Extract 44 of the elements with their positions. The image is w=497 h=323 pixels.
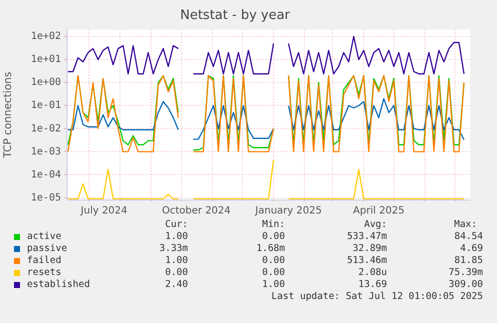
text: 1.68m: [256, 243, 285, 254]
text: 1.00: [165, 231, 188, 242]
x-tick-label: October 2024: [162, 206, 231, 217]
text: 1.00: [262, 279, 285, 290]
text: 309.00: [448, 279, 483, 290]
text: 75.39m: [448, 267, 483, 278]
y-tick-label: 1e+00: [30, 77, 61, 88]
text: 3.33m: [159, 243, 188, 254]
y-tick-label: 1e-03: [30, 146, 61, 158]
text: 2.08u: [358, 267, 387, 278]
text: 0.00: [262, 231, 285, 242]
y-tick-label: 1e-02: [30, 123, 61, 134]
text: 4.69: [460, 243, 483, 254]
text: Last update: Sat Jul 12 01:00:05 2025: [271, 291, 483, 302]
text: Min:: [262, 219, 285, 230]
legend-label: failed: [27, 255, 62, 266]
y-tick-label: 1e+01: [30, 54, 61, 66]
text: 533.47m: [346, 231, 387, 242]
legend-label: passive: [27, 243, 68, 254]
y-tick-label: 1e+02: [30, 31, 61, 42]
text: 513.46m: [346, 255, 387, 266]
y-tick-label: 1e-05: [30, 192, 61, 204]
text: 32.89m: [352, 243, 387, 254]
y-tick-label: 1e-04: [30, 169, 61, 180]
x-tick-label: April 2025: [353, 206, 405, 217]
x-tick-label: January 2025: [254, 206, 322, 217]
chart-title: Netstat - by year: [180, 8, 291, 24]
text: Max:: [454, 219, 477, 230]
text: Cur:: [165, 219, 188, 230]
text: 2.40: [165, 279, 188, 290]
text: 84.54: [454, 231, 483, 242]
y-axis-title: TCP connections: [2, 72, 14, 159]
legend-label: resets: [27, 267, 62, 278]
text: 13.69: [358, 279, 387, 290]
legend-label: active: [27, 231, 62, 242]
y-tick-label: 1e-01: [30, 100, 61, 112]
text: 0.00: [165, 267, 188, 278]
text: 0.00: [262, 255, 285, 266]
legend-label: established: [27, 279, 90, 290]
text: 0.00: [262, 267, 285, 278]
text: Avg:: [364, 219, 387, 230]
x-tick-label: July 2024: [80, 206, 128, 217]
text: 1.00: [165, 255, 188, 266]
text: 81.85: [454, 255, 483, 266]
